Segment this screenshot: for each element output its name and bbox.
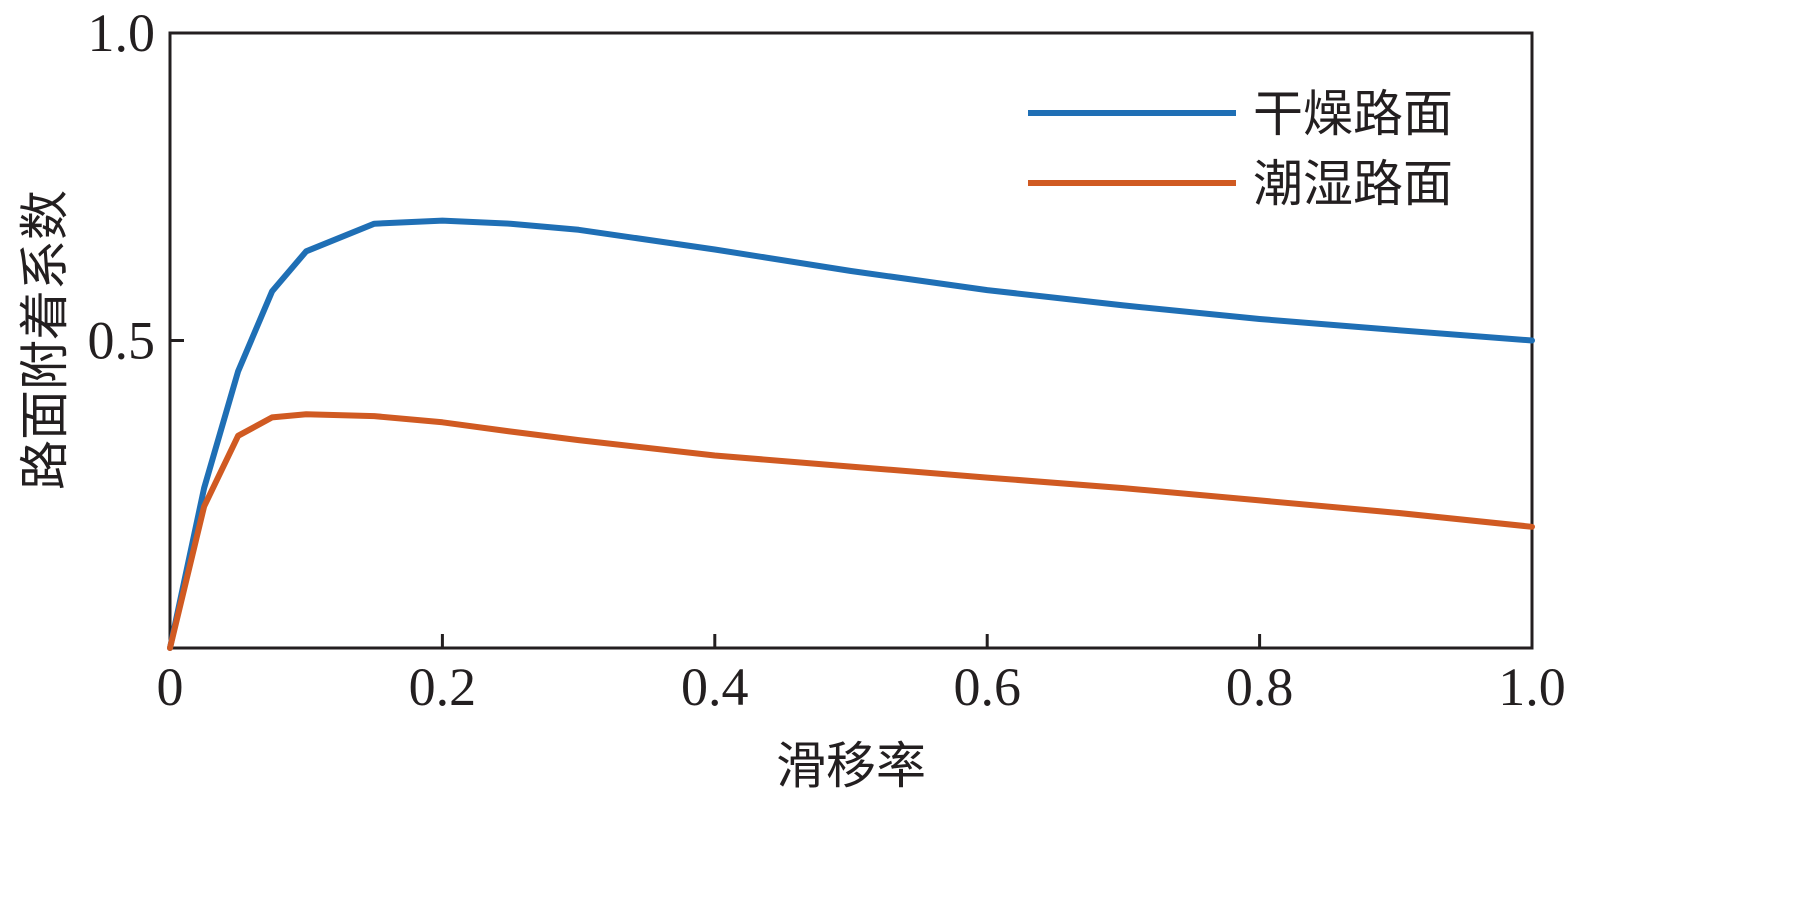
legend-label: 干燥路面 [1253, 85, 1453, 143]
x-tick-label: 0.2 [409, 657, 477, 717]
y-axis-title: 路面附着系数 [16, 190, 74, 490]
series-line-2 [167, 411, 1535, 651]
series-line-1 [167, 217, 1535, 651]
x-tick-label: 0.8 [1226, 657, 1294, 717]
x-tick-label: 0 [157, 657, 184, 717]
y-axis-ticks: 0.5 1.0 [88, 3, 184, 371]
series-layer [167, 217, 1535, 651]
y-tick-label: 0.5 [88, 311, 156, 371]
legend-label: 潮湿路面 [1253, 155, 1453, 213]
x-axis-title: 滑移率 [776, 737, 926, 795]
x-axis-ticks: 0 0.2 0.4 0.6 0.8 1.0 [157, 634, 1566, 717]
x-tick-label: 0.4 [681, 657, 749, 717]
y-tick-label: 1.0 [88, 3, 156, 63]
x-tick-label: 0.6 [953, 657, 1021, 717]
x-tick-label: 1.0 [1498, 657, 1566, 717]
